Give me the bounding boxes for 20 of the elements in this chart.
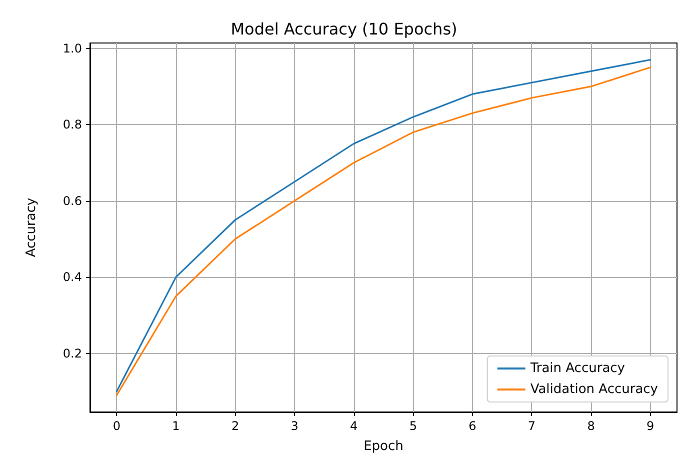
y-tick-label: 0.6: [62, 194, 82, 208]
x-tick-label: 1: [172, 419, 180, 433]
x-tick-label: 4: [350, 419, 358, 433]
y-tick-label: 0.2: [62, 346, 82, 360]
x-tick-label: 5: [409, 419, 417, 433]
x-tick-label: 2: [231, 419, 240, 433]
chart-title: Model Accuracy (10 Epochs): [230, 20, 458, 38]
legend-label: Validation Accuracy: [530, 382, 658, 397]
y-tick-label: 0.8: [62, 118, 82, 132]
x-tick-label: 0: [112, 419, 120, 433]
y-axis-title: Accuracy: [24, 198, 39, 258]
x-tick-label: 8: [587, 419, 595, 433]
x-axis-title: Epoch: [364, 439, 404, 454]
y-tick-label: 0.4: [62, 270, 82, 284]
x-tick-label: 6: [468, 419, 476, 433]
x-tick-label: 3: [290, 419, 298, 433]
x-tick-label: 9: [646, 419, 654, 433]
y-tick-label: 1.0: [62, 41, 82, 56]
legend-label: Train Accuracy: [529, 361, 626, 376]
x-tick-label: 7: [528, 419, 536, 433]
